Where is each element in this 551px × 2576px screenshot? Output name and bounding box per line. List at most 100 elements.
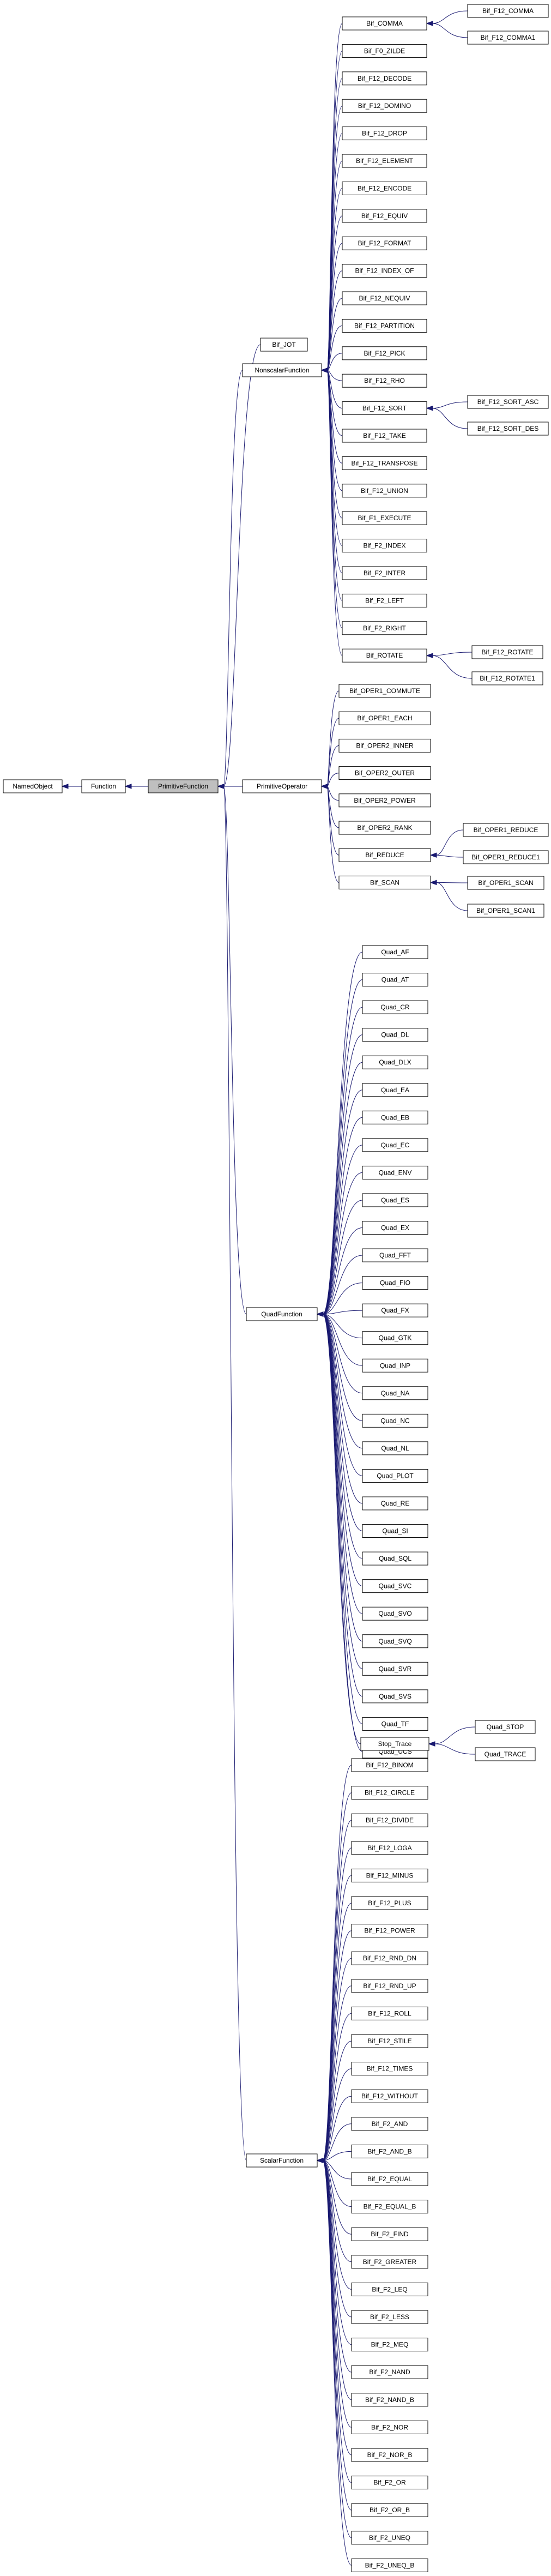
node-bif-f12-rotate1[interactable]: Bif_F12_ROTATE1: [471, 671, 543, 685]
node-primitiveoperator[interactable]: PrimitiveOperator: [242, 779, 322, 793]
node-bif-f12-sort[interactable]: Bif_F12_SORT: [342, 401, 427, 416]
node-function[interactable]: Function: [81, 779, 126, 793]
node-bif-oper2-outer[interactable]: Bif_OPER2_OUTER: [338, 766, 431, 780]
node-nonscalarfunction[interactable]: NonscalarFunction: [242, 363, 322, 377]
node-bif-oper1-each[interactable]: Bif_OPER1_EACH: [338, 711, 431, 725]
node-bif-scan[interactable]: Bif_SCAN: [338, 875, 431, 889]
node-bif-f2-and-b[interactable]: Bif_F2_AND_B: [351, 2144, 428, 2158]
node-bif-f12-domino[interactable]: Bif_F12_DOMINO: [342, 99, 427, 113]
node-bif-f12-nequiv[interactable]: Bif_F12_NEQUIV: [342, 291, 427, 305]
node-quad-svo[interactable]: Quad_SVO: [362, 1606, 428, 1621]
node-bif-f12-comma1[interactable]: Bif_F12_COMMA1: [467, 31, 549, 45]
node-quad-dl[interactable]: Quad_DL: [362, 1028, 428, 1042]
node-bif-f2-less[interactable]: Bif_F2_LESS: [351, 2310, 428, 2324]
node-bif-f12-index-of[interactable]: Bif_F12_INDEX_OF: [342, 264, 427, 278]
node-bif-f2-uneq-b[interactable]: Bif_F2_UNEQ_B: [351, 2558, 428, 2572]
node-bif-f12-rnd-up[interactable]: Bif_F12_RND_UP: [351, 1979, 428, 1993]
node-bif-f12-take[interactable]: Bif_F12_TAKE: [342, 429, 427, 443]
node-quad-si[interactable]: Quad_SI: [362, 1524, 428, 1538]
node-quad-svr[interactable]: Quad_SVR: [362, 1662, 428, 1676]
node-bif-f2-meq[interactable]: Bif_F2_MEQ: [351, 2338, 428, 2352]
node-quad-ex[interactable]: Quad_EX: [362, 1221, 428, 1235]
node-quad-fft[interactable]: Quad_FFT: [362, 1248, 428, 1262]
node-bif-f12-union[interactable]: Bif_F12_UNION: [342, 484, 427, 498]
node-bif-f2-greater[interactable]: Bif_F2_GREATER: [351, 2255, 428, 2269]
node-quad-fx[interactable]: Quad_FX: [362, 1303, 428, 1317]
node-bif-f12-minus[interactable]: Bif_F12_MINUS: [351, 1868, 428, 1882]
node-bif-f2-and[interactable]: Bif_F2_AND: [351, 2117, 428, 2131]
node-quad-env[interactable]: Quad_ENV: [362, 1165, 428, 1179]
node-quad-es[interactable]: Quad_ES: [362, 1193, 428, 1207]
node-bif-f2-equal[interactable]: Bif_F2_EQUAL: [351, 2172, 428, 2186]
node-bif-f12-rnd-dn[interactable]: Bif_F12_RND_DN: [351, 1951, 428, 1965]
node-quad-gtk[interactable]: Quad_GTK: [362, 1331, 428, 1345]
node-bif-f2-nor-b[interactable]: Bif_F2_NOR_B: [351, 2448, 428, 2462]
node-bif-f12-equiv[interactable]: Bif_F12_EQUIV: [342, 209, 427, 223]
node-bif-rotate[interactable]: Bif_ROTATE: [342, 648, 427, 663]
node-quad-stop[interactable]: Quad_STOP: [475, 1720, 536, 1734]
node-bif-f2-nand-b[interactable]: Bif_F2_NAND_B: [351, 2393, 428, 2407]
node-quad-nl[interactable]: Quad_NL: [362, 1441, 428, 1455]
node-quad-sql[interactable]: Quad_SQL: [362, 1551, 428, 1566]
node-bif-f12-partition[interactable]: Bif_F12_PARTITION: [342, 318, 427, 333]
node-bif-f12-circle[interactable]: Bif_F12_CIRCLE: [351, 1786, 428, 1800]
node-bif-oper2-inner[interactable]: Bif_OPER2_INNER: [338, 738, 431, 753]
node-quad-inp[interactable]: Quad_INP: [362, 1358, 428, 1373]
node-bif-f2-equal-b[interactable]: Bif_F2_EQUAL_B: [351, 2200, 428, 2214]
node-bif-oper1-scan1[interactable]: Bif_OPER1_SCAN1: [467, 904, 544, 918]
node-quad-re[interactable]: Quad_RE: [362, 1496, 428, 1510]
node-bif-f12-roll[interactable]: Bif_F12_ROLL: [351, 2006, 428, 2020]
node-bif-f12-times[interactable]: Bif_F12_TIMES: [351, 2062, 428, 2076]
node-bif-f12-element[interactable]: Bif_F12_ELEMENT: [342, 154, 427, 168]
node-quad-ec[interactable]: Quad_EC: [362, 1138, 428, 1152]
node-bif-f12-encode[interactable]: Bif_F12_ENCODE: [342, 181, 427, 195]
node-bif-f12-loga[interactable]: Bif_F12_LOGA: [351, 1841, 428, 1855]
node-bif-f12-decode[interactable]: Bif_F12_DECODE: [342, 71, 427, 86]
node-bif-oper2-power[interactable]: Bif_OPER2_POWER: [338, 793, 431, 808]
node-quad-eb[interactable]: Quad_EB: [362, 1110, 428, 1124]
node-bif-f12-sort-asc[interactable]: Bif_F12_SORT_ASC: [467, 395, 549, 409]
node-quadfunction[interactable]: QuadFunction: [246, 1307, 318, 1321]
node-bif-f12-transpose[interactable]: Bif_F12_TRANSPOSE: [342, 456, 427, 470]
node-bif-f12-drop[interactable]: Bif_F12_DROP: [342, 127, 427, 141]
node-bif-f12-binom[interactable]: Bif_F12_BINOM: [351, 1758, 428, 1772]
node-bif-f2-nor[interactable]: Bif_F2_NOR: [351, 2420, 428, 2434]
node-bif-f12-comma[interactable]: Bif_F12_COMMA: [467, 4, 549, 18]
node-stop-trace[interactable]: Stop_Trace: [360, 1737, 429, 1751]
node-bif-f2-find[interactable]: Bif_F2_FIND: [351, 2227, 428, 2241]
node-bif-oper1-commute[interactable]: Bif_OPER1_COMMUTE: [338, 684, 431, 698]
node-bif-f12-format[interactable]: Bif_F12_FORMAT: [342, 236, 427, 250]
node-bif-f2-right[interactable]: Bif_F2_RIGHT: [342, 621, 427, 635]
node-bif-f12-stile[interactable]: Bif_F12_STILE: [351, 2034, 428, 2048]
node-quad-nc[interactable]: Quad_NC: [362, 1413, 428, 1428]
node-bif-f12-sort-des[interactable]: Bif_F12_SORT_DES: [467, 422, 549, 436]
node-bif-f12-rotate[interactable]: Bif_F12_ROTATE: [471, 645, 543, 659]
node-bif-comma[interactable]: Bif_COMMA: [342, 16, 427, 31]
node-quad-at[interactable]: Quad_AT: [362, 973, 428, 987]
node-quad-af[interactable]: Quad_AF: [362, 945, 428, 959]
node-quad-svq[interactable]: Quad_SVQ: [362, 1634, 428, 1648]
node-bif-oper1-scan[interactable]: Bif_OPER1_SCAN: [467, 876, 544, 890]
node-bif-f2-left[interactable]: Bif_F2_LEFT: [342, 593, 427, 607]
node-quad-dlx[interactable]: Quad_DLX: [362, 1055, 428, 1069]
node-quad-fio[interactable]: Quad_FIO: [362, 1276, 428, 1290]
node-bif-f1-execute[interactable]: Bif_F1_EXECUTE: [342, 511, 427, 525]
node-bif-f2-uneq[interactable]: Bif_F2_UNEQ: [351, 2531, 428, 2545]
node-scalarfunction[interactable]: ScalarFunction: [246, 2153, 318, 2168]
node-bif-reduce[interactable]: Bif_REDUCE: [338, 848, 431, 862]
node-bif-f12-power[interactable]: Bif_F12_POWER: [351, 1924, 428, 1938]
node-bif-oper1-reduce[interactable]: Bif_OPER1_REDUCE: [463, 823, 549, 837]
node-bif-jot[interactable]: Bif_JOT: [260, 338, 308, 352]
node-bif-f12-pick[interactable]: Bif_F12_PICK: [342, 346, 427, 360]
node-quad-na[interactable]: Quad_NA: [362, 1386, 428, 1400]
node-bif-f2-or-b[interactable]: Bif_F2_OR_B: [351, 2503, 428, 2517]
node-bif-f0-zilde[interactable]: Bif_F0_ZILDE: [342, 44, 427, 58]
node-bif-f12-rho[interactable]: Bif_F12_RHO: [342, 374, 427, 388]
node-quad-svc[interactable]: Quad_SVC: [362, 1579, 428, 1593]
node-quad-trace[interactable]: Quad_TRACE: [475, 1747, 536, 1761]
node-bif-oper2-rank[interactable]: Bif_OPER2_RANK: [338, 821, 431, 835]
node-quad-ea[interactable]: Quad_EA: [362, 1083, 428, 1097]
node-namedobject[interactable]: NamedObject: [3, 779, 63, 793]
node-bif-f2-inter[interactable]: Bif_F2_INTER: [342, 566, 427, 580]
node-bif-f2-nand[interactable]: Bif_F2_NAND: [351, 2365, 428, 2379]
